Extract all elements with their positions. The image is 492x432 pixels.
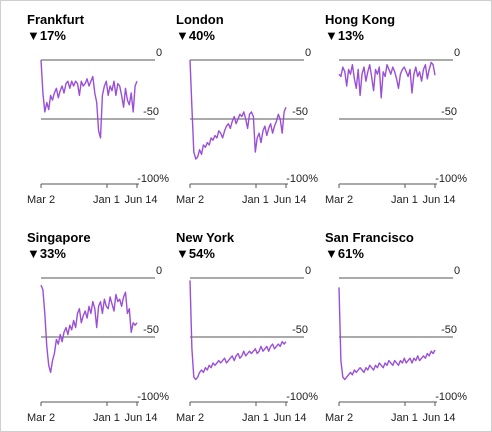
y-tick-label: 0 — [156, 265, 162, 277]
percent-change: ▼54% — [176, 246, 215, 261]
x-tick-label: Jun 14 — [422, 194, 455, 206]
y-tick-label: -50 — [441, 106, 457, 118]
y-tick-label: -50 — [441, 324, 457, 336]
series-line — [40, 59, 138, 139]
y-tick-label: 0 — [305, 47, 311, 59]
y-tick-label: -100% — [137, 391, 169, 403]
x-tick-label: Jan 1 — [93, 194, 120, 206]
x-tick-label: Mar 2 — [27, 412, 55, 424]
panel-hong-kong: Hong Kong ▼13% 0 -50 -100% Mar 2 Jan 1 Jun 14 — [325, 12, 477, 212]
y-tick-label: -50 — [292, 106, 308, 118]
y-tick-label: -100% — [435, 173, 467, 185]
y-tick-label: 0 — [156, 47, 162, 59]
y-tick-label: 0 — [305, 265, 311, 277]
city-title: Hong Kong — [325, 12, 396, 27]
y-tick-label: -50 — [292, 324, 308, 336]
x-tick-label: Mar 2 — [176, 412, 204, 424]
percent-change: ▼61% — [325, 246, 364, 261]
series-line — [338, 61, 436, 99]
plot-new-york: 0 -50 -100% Mar 2 Jan 1 Jun 14 — [176, 265, 318, 424]
x-tick-label: Jun 14 — [124, 194, 157, 206]
city-title: Frankfurt — [27, 12, 85, 27]
panel-london: London ▼40% 0 -50 -100% Mar 2 Jan 1 Jun 14 — [176, 12, 328, 212]
x-tick-label: Jan 1 — [242, 194, 269, 206]
panel-singapore: Singapore ▼33% 0 -50 -100% Mar 2 Jan 1 Jun 14 — [27, 230, 179, 430]
y-tick-label: -100% — [286, 391, 318, 403]
x-tick-label: Jun 14 — [124, 412, 157, 424]
x-tick-label: Jan 1 — [391, 194, 418, 206]
y-tick-label: -100% — [435, 391, 467, 403]
plot-frankfurt: 0 -50 -100% Mar 2 Jan 1 Jun 14 — [27, 47, 169, 206]
city-title: Singapore — [27, 230, 91, 245]
percent-change: ▼40% — [176, 28, 215, 43]
x-tick-label: Jan 1 — [242, 412, 269, 424]
x-tick-label: Mar 2 — [27, 194, 55, 206]
series-line — [338, 287, 436, 381]
plot-london: 0 -50 -100% Mar 2 Jan 1 Jun 14 — [176, 47, 318, 206]
city-title: San Francisco — [325, 230, 414, 245]
percent-change: ▼17% — [27, 28, 66, 43]
panel-frankfurt: Frankfurt ▼17% 0 -50 -100% Mar 2 Jan 1 Jun 14 — [27, 12, 179, 212]
series-line — [189, 59, 287, 160]
x-tick-label: Jun 14 — [273, 412, 306, 424]
y-tick-label: -50 — [143, 106, 159, 118]
x-tick-label: Mar 2 — [176, 194, 204, 206]
percent-change: ▼33% — [27, 246, 66, 261]
x-tick-label: Mar 2 — [325, 194, 353, 206]
panel-san-francisco: San Francisco ▼61% 0 -50 -100% Mar 2 Jan 1 Jun … — [325, 230, 477, 430]
y-tick-label: 0 — [454, 265, 460, 277]
x-tick-label: Jan 1 — [391, 412, 418, 424]
y-tick-label: -100% — [137, 173, 169, 185]
x-tick-label: Jan 1 — [93, 412, 120, 424]
city-title: New York — [176, 230, 235, 245]
x-tick-label: Mar 2 — [325, 412, 353, 424]
panel-new-york: New York ▼54% 0 -50 -100% Mar 2 Jan 1 Jun 14 — [176, 230, 328, 430]
city-title: London — [176, 12, 224, 27]
series-line — [189, 280, 287, 381]
percent-change: ▼13% — [325, 28, 364, 43]
x-tick-label: Jun 14 — [273, 194, 306, 206]
x-tick-label: Jun 14 — [422, 412, 455, 424]
plot-san-francisco: 0 -50 -100% Mar 2 Jan 1 Jun 14 — [325, 265, 467, 424]
y-tick-label: -50 — [143, 324, 159, 336]
series-line — [40, 284, 138, 374]
plot-hong-kong: 0 -50 -100% Mar 2 Jan 1 Jun 14 — [325, 47, 467, 206]
plot-singapore: 0 -50 -100% Mar 2 Jan 1 Jun 14 — [27, 265, 169, 424]
y-tick-label: -100% — [286, 173, 318, 185]
y-tick-label: 0 — [454, 47, 460, 59]
